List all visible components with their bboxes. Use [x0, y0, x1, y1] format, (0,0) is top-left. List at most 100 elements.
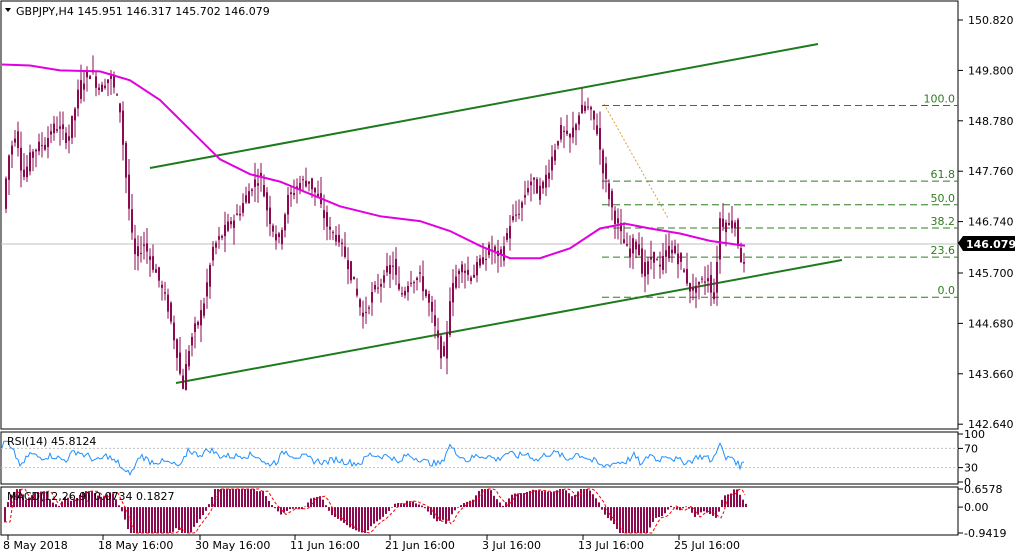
macd-bar — [214, 489, 216, 508]
candle-body — [209, 265, 211, 287]
candle-body — [542, 181, 544, 189]
macd-bar — [490, 490, 492, 508]
macd-bar — [514, 493, 516, 508]
macd-bar — [43, 491, 45, 508]
candle — [176, 338, 178, 371]
macd-bar — [697, 507, 699, 515]
macd-bar — [670, 505, 672, 508]
candle-body — [635, 241, 637, 250]
candle — [560, 117, 562, 143]
macd-bar — [499, 502, 501, 508]
macd-bar — [208, 504, 210, 508]
candle-body — [23, 169, 25, 177]
macd-bar — [637, 507, 639, 533]
candle-body — [152, 256, 154, 270]
macd-bar — [712, 507, 714, 516]
macd-bar — [223, 489, 225, 508]
candle-body — [515, 214, 517, 216]
candle — [470, 275, 472, 285]
moving-average-line — [1, 63, 746, 260]
macd-bar — [412, 501, 414, 508]
x-tick-label: 25 Jul 16:00 — [674, 539, 740, 552]
macd-bar — [262, 491, 264, 508]
candle-body — [620, 222, 622, 232]
candle — [218, 227, 220, 249]
candle-body — [95, 76, 97, 88]
candle — [194, 316, 196, 349]
macd-bar — [517, 493, 519, 508]
macd-bar — [259, 491, 261, 508]
candle — [674, 239, 676, 255]
dropdown-triangle-icon[interactable] — [5, 8, 11, 12]
macd-bar — [652, 507, 654, 522]
candle — [128, 158, 130, 221]
macd-bar — [664, 507, 666, 514]
macd-panel-frame — [0, 486, 959, 536]
candle — [467, 256, 469, 281]
candle-body — [494, 246, 496, 251]
candle-body — [89, 76, 91, 79]
candle-body — [641, 248, 643, 274]
candle — [428, 290, 430, 317]
candle — [38, 133, 40, 156]
macd-bar — [409, 501, 411, 508]
candle-body — [431, 301, 433, 312]
candle-body — [41, 145, 43, 147]
fibonacci-retracement: 100.0 61.8 50.0 38.2 23.6 0.0 — [602, 92, 958, 298]
macd-bar — [691, 507, 693, 513]
candle-body — [305, 180, 307, 187]
candle-body — [62, 124, 64, 129]
candle-body — [38, 141, 40, 152]
candle-body — [233, 220, 235, 228]
candle-body — [173, 322, 175, 341]
candle — [641, 236, 643, 278]
macd-signal-line — [4, 488, 746, 534]
candle — [326, 205, 328, 241]
macd-bar — [451, 507, 453, 515]
macd-bar — [283, 507, 285, 513]
macd-bar — [37, 491, 39, 508]
candle — [527, 180, 529, 196]
candle-body — [293, 193, 295, 195]
macd-bar — [643, 507, 645, 533]
macd-bar — [274, 507, 276, 509]
candle — [77, 79, 79, 117]
candle-body — [323, 210, 325, 219]
candle — [149, 248, 151, 277]
candle-body — [638, 244, 640, 256]
candle — [647, 256, 649, 285]
candle — [725, 219, 727, 247]
macd-bar — [445, 507, 447, 524]
candle — [446, 321, 448, 375]
candle-body — [56, 129, 58, 131]
candle-body — [287, 194, 289, 215]
macd-bar — [718, 507, 720, 512]
candle-body — [86, 70, 88, 78]
candle-body — [707, 278, 709, 282]
candle-body — [284, 214, 286, 231]
macd-bar — [349, 507, 351, 528]
macd-bar — [100, 496, 102, 508]
candle — [227, 213, 229, 233]
candle-body — [257, 183, 259, 186]
candle — [62, 111, 64, 141]
candle-body — [407, 285, 409, 293]
candle-body — [551, 156, 553, 171]
y-tick-label: 143.660 — [968, 368, 1014, 381]
candle — [377, 273, 379, 294]
macd-bar — [292, 507, 294, 509]
candle — [629, 235, 631, 268]
candle-body — [647, 261, 649, 275]
candle — [728, 212, 730, 227]
macd-bar — [133, 507, 135, 533]
candle — [212, 241, 214, 267]
candle — [44, 137, 46, 152]
rsi-tick-label: 30 — [964, 462, 978, 475]
candle-body — [161, 284, 163, 288]
macd-bar — [280, 507, 282, 515]
y-tick-label: 142.640 — [968, 418, 1014, 431]
candle — [374, 280, 376, 293]
macd-bar — [424, 507, 426, 509]
candle-body — [44, 144, 46, 150]
candle — [365, 296, 367, 324]
